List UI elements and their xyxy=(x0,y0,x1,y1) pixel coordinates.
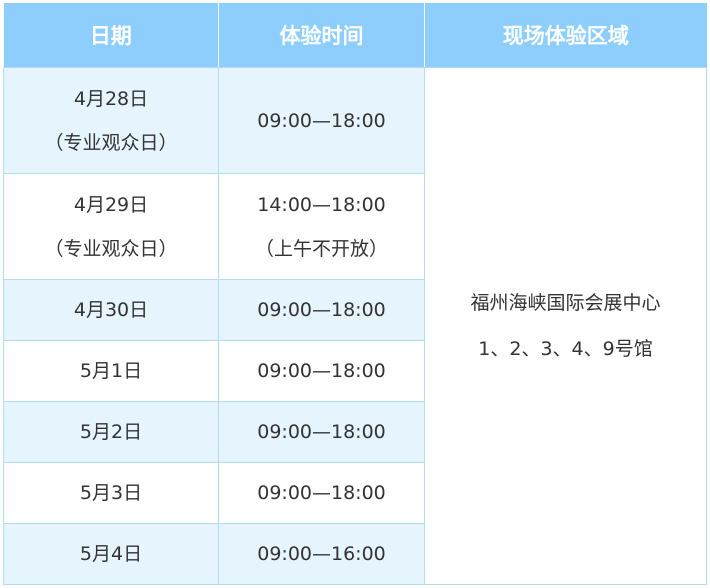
time-cell: 09:00—18:00 xyxy=(218,340,425,402)
time-cell: 09:00—18:00 xyxy=(218,462,425,524)
header-date: 日期 xyxy=(3,3,219,68)
table-row: 5月1日 09:00—18:00 xyxy=(3,340,707,402)
time-cell: 09:00—18:00 xyxy=(218,67,425,174)
header-time: 体验时间 xyxy=(218,3,425,68)
time-text: 14:00—18:00 xyxy=(257,193,386,216)
area-halls: 1、2、3、4、9号馆 xyxy=(478,338,653,360)
date-cell: 4月29日 （专业观众日） xyxy=(3,173,219,280)
date-cell: 5月2日 xyxy=(3,401,219,463)
time-cell: 09:00—16:00 xyxy=(218,523,425,585)
time-text: 09:00—18:00 xyxy=(257,109,386,132)
time-cell: 09:00—18:00 xyxy=(218,279,425,341)
date-note: （专业观众日） xyxy=(44,131,178,154)
header-area: 现场体验区域 xyxy=(424,3,707,68)
date-cell: 5月4日 xyxy=(3,523,219,585)
area-venue: 福州海峡国际会展中心 xyxy=(470,292,661,314)
time-note: （上午不开放） xyxy=(254,237,388,260)
table-row: 5月2日 09:00—18:00 xyxy=(3,401,707,463)
table-row: 4月28日 （专业观众日） 09:00—18:00 福州海峡国际会展中心 1、2、3… xyxy=(3,67,707,585)
table-row: 4月30日 09:00—18:00 xyxy=(3,279,707,341)
area-cell: 福州海峡国际会展中心 1、2、3、4、9号馆 xyxy=(424,67,707,585)
date-cell: 5月1日 xyxy=(3,340,219,402)
table-row: 5月4日 09:00—16:00 xyxy=(3,523,707,585)
date-cell: 4月28日 （专业观众日） xyxy=(3,67,219,174)
time-cell: 14:00—18:00 （上午不开放） xyxy=(218,173,425,280)
date-text: 4月28日 xyxy=(73,87,149,110)
date-cell: 4月30日 xyxy=(3,279,219,341)
date-note: （专业观众日） xyxy=(44,237,178,260)
date-cell: 5月3日 xyxy=(3,462,219,524)
table-row: 4月29日 （专业观众日） 14:00—18:00 （上午不开放） xyxy=(3,173,707,280)
schedule-table: 日期 体验时间 现场体验区域 4月28日 （专业观众日） 09:00—18:00 … xyxy=(3,3,707,585)
header-row: 日期 体验时间 现场体验区域 xyxy=(3,3,707,68)
date-text: 4月29日 xyxy=(73,193,149,216)
time-cell: 09:00—18:00 xyxy=(218,401,425,463)
